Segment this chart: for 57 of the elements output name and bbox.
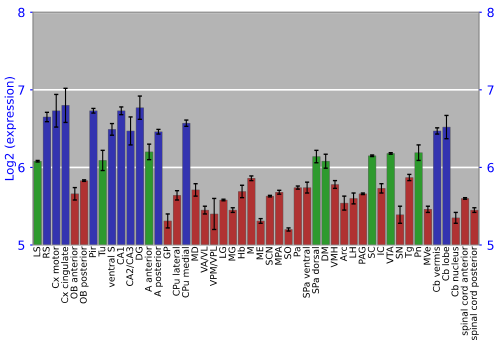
x-tick-label: LS bbox=[33, 246, 40, 256]
x-tick-label: VA/VL bbox=[200, 246, 208, 273]
x-tick-label: LH bbox=[349, 247, 356, 258]
x-tick-label: MPA bbox=[275, 246, 282, 265]
x-tick-label: SPa dorsal bbox=[312, 247, 320, 294]
x-tick-label: ventral S bbox=[108, 246, 115, 288]
x-tick-label: Cb vermis bbox=[432, 246, 440, 292]
x-tick-label: Pn bbox=[414, 247, 422, 257]
y2-tick-label: 6 bbox=[488, 162, 494, 172]
x-tick-label: SN bbox=[396, 247, 403, 258]
x-tick-label: MG bbox=[228, 247, 236, 260]
x-tick-label: A posterior bbox=[154, 246, 163, 297]
x-tick-label: RS bbox=[42, 246, 50, 258]
x-tick-label: DG bbox=[136, 247, 143, 260]
y-axis-title: Log2 (expression) bbox=[4, 77, 16, 180]
x-tick-label: M bbox=[247, 247, 254, 254]
x-tick-label: Pir bbox=[88, 246, 96, 258]
y2-tick-label: 7 bbox=[488, 85, 494, 95]
x-tick-label: CPu medial bbox=[182, 247, 189, 298]
x-tick-label: CA1 bbox=[116, 247, 124, 264]
x-tick-label: Cb lobe bbox=[442, 246, 450, 281]
x-tick-label: MD bbox=[191, 246, 198, 260]
y-tick-label: 7 bbox=[18, 85, 24, 95]
x-tick-label: SCN bbox=[266, 247, 273, 265]
y2-tick-label: 5 bbox=[488, 240, 494, 250]
x-tick-label: ME bbox=[256, 246, 264, 260]
y-tick-label: 5 bbox=[18, 240, 24, 250]
y-tick-label: 8 bbox=[18, 8, 25, 18]
y-tick-label: 6 bbox=[18, 162, 25, 172]
x-tick-label: Cx cingulate bbox=[61, 246, 70, 304]
x-tick-label: Tu bbox=[98, 247, 106, 256]
x-tick-label: A anterior bbox=[144, 246, 152, 292]
x-tick-label: SO bbox=[284, 246, 292, 259]
x-tick-label: LG bbox=[219, 247, 226, 258]
x-tick-label: Pa bbox=[294, 247, 300, 256]
x-tick-label: Hb bbox=[238, 246, 245, 258]
x-tick-label: VPM/VPL bbox=[210, 246, 218, 286]
x-tick-label: SC bbox=[368, 246, 375, 258]
y2-tick-label: 8 bbox=[487, 8, 494, 18]
x-tick-label: Cb nucleus bbox=[451, 246, 458, 296]
x-tick-label: VTA bbox=[386, 246, 394, 264]
x-tick-label: OB posterior bbox=[80, 246, 89, 304]
x-tick-label: spinal cord posterior bbox=[470, 246, 479, 340]
x-tick-label: Tg bbox=[405, 247, 414, 258]
x-tick-label: MVe bbox=[424, 246, 431, 265]
x-tick-label: spinal cord anterior bbox=[460, 246, 470, 336]
x-tick-label: GP bbox=[163, 246, 170, 259]
x-tick-label: PAG bbox=[358, 247, 366, 264]
x-tick-label: DM bbox=[322, 247, 328, 260]
x-tick-label: IC bbox=[377, 246, 384, 255]
x-tick-label: CPu lateral bbox=[172, 247, 180, 296]
x-tick-label: CA2/CA3 bbox=[126, 247, 134, 286]
x-tick-label: VMH bbox=[330, 247, 338, 268]
x-tick-label: Arc bbox=[340, 246, 347, 262]
x-tick-label: SPa ventral bbox=[302, 247, 310, 298]
x-tick-label: Cx motor bbox=[52, 246, 59, 288]
x-tick-label: OB anterior bbox=[70, 246, 78, 299]
